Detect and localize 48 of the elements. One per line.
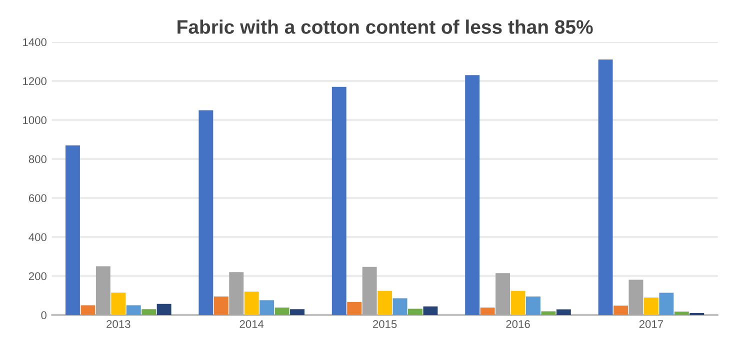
y-tick-label: 0 (41, 311, 47, 320)
bar (614, 306, 628, 315)
bar (142, 309, 156, 315)
chart-title: Fabric with a cotton content of less than 85% (178, 20, 593, 34)
bar (408, 308, 422, 315)
bar (556, 309, 571, 315)
bar (378, 290, 392, 315)
bar (362, 266, 377, 315)
bar (66, 145, 80, 315)
bar (80, 305, 96, 315)
bar (214, 296, 228, 315)
bar (541, 311, 556, 315)
bar (96, 266, 110, 315)
bar (392, 298, 408, 315)
bar (496, 273, 510, 315)
y-tick-label: 200 (28, 272, 47, 280)
bar (126, 305, 141, 315)
bar (198, 110, 214, 315)
bar (598, 60, 613, 315)
bar (526, 296, 540, 315)
bar (290, 309, 304, 315)
x-tick-label: 2015 (373, 320, 397, 328)
y-tick-label: 1000 (23, 116, 47, 124)
y-tick-label: 400 (28, 233, 47, 242)
x-tick-label: 2017 (639, 320, 663, 328)
bar (628, 280, 644, 315)
bar (423, 306, 438, 315)
bar (274, 308, 290, 315)
y-tick-label: 1200 (23, 77, 47, 86)
bar (674, 312, 689, 315)
bar (465, 75, 480, 315)
bar (260, 300, 274, 315)
bar (347, 302, 362, 315)
y-tick-label: 1400 (23, 38, 47, 46)
y-tick-label: 800 (28, 155, 47, 164)
bar (659, 292, 674, 315)
bar (644, 297, 658, 315)
bar (244, 292, 259, 315)
x-tick-label: 2013 (106, 320, 130, 328)
bar (332, 86, 346, 315)
bar (229, 272, 244, 315)
bar (111, 292, 126, 315)
bar (510, 290, 526, 315)
bar (156, 304, 172, 315)
x-tick-label: 2016 (506, 320, 530, 328)
y-tick-label: 600 (28, 194, 47, 202)
bar (480, 308, 495, 315)
x-tick-label: 2014 (240, 320, 264, 328)
